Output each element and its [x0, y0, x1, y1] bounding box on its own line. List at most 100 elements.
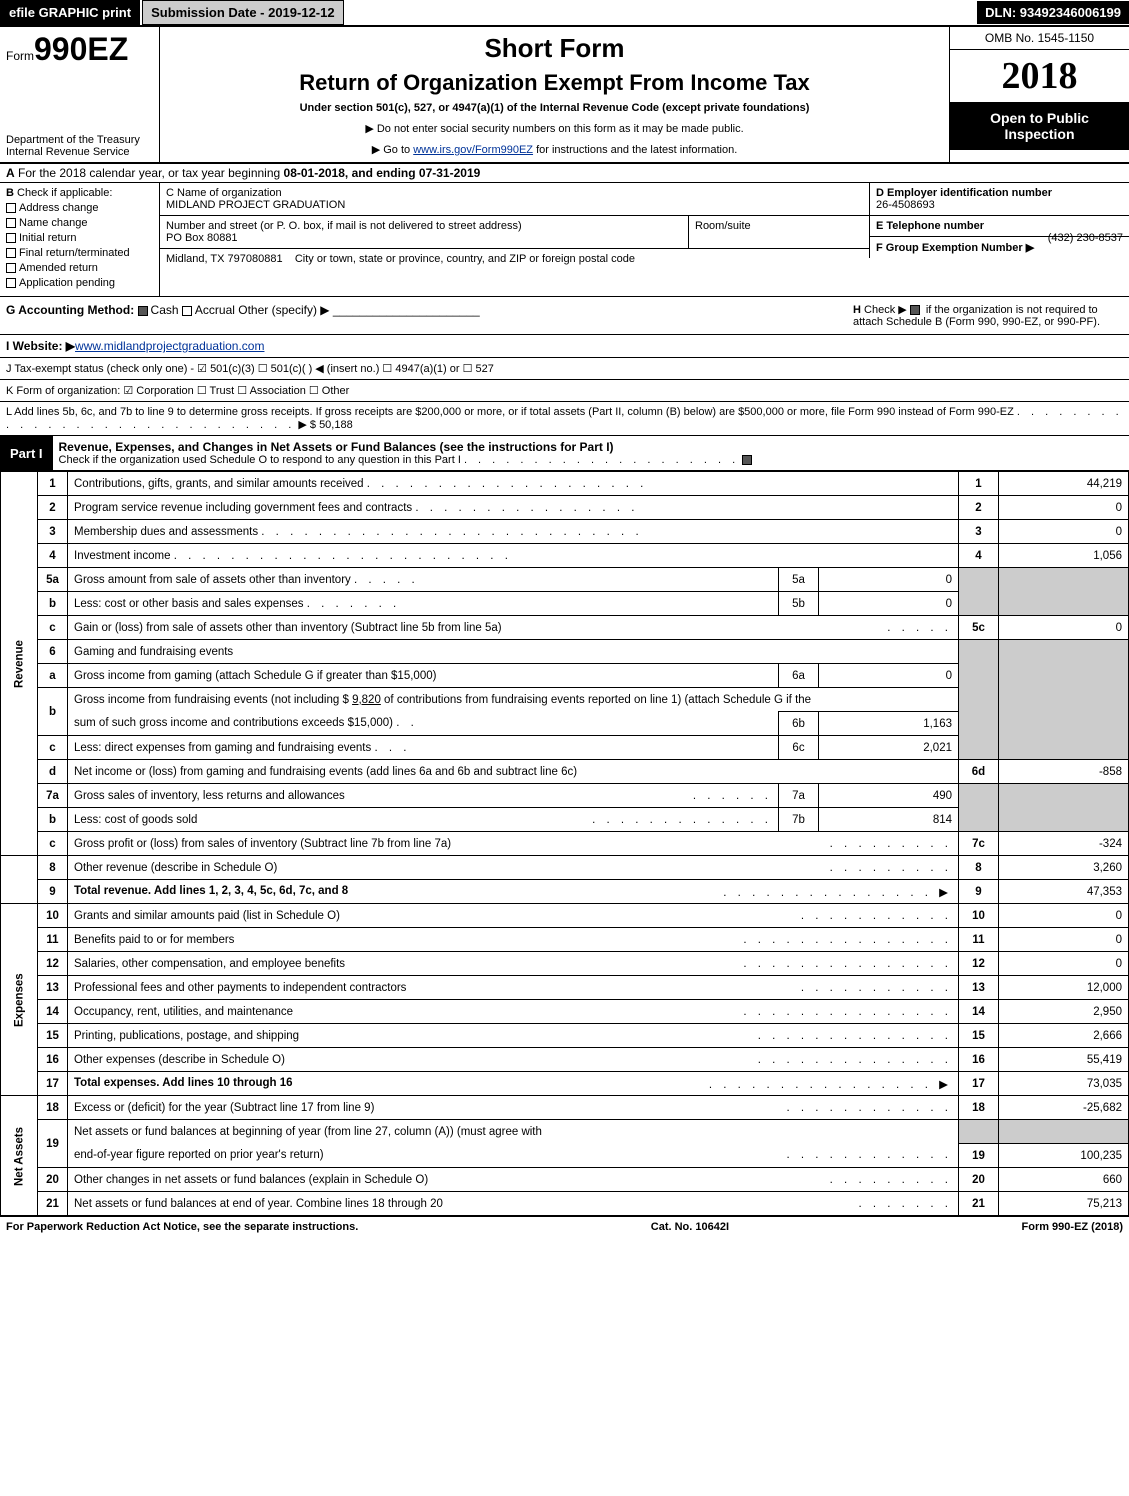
line-5c-col: 5c: [959, 616, 999, 640]
line-6-desc: Gaming and fundraising events: [68, 640, 959, 664]
d-ein: D Employer identification number 26-4508…: [869, 183, 1129, 216]
line-6c-sub: 6c: [779, 736, 819, 760]
section-def: D Employer identification number 26-4508…: [869, 183, 1129, 296]
line-14-desc: Occupancy, rent, utilities, and maintena…: [68, 1000, 959, 1024]
top-left: efile GRAPHIC print Submission Date - 20…: [0, 0, 344, 25]
g-accounting: G Accounting Method: Cash Accrual Other …: [6, 303, 853, 328]
row-k: K Form of organization: ☑ Corporation ☐ …: [0, 380, 1129, 402]
i-label: I Website: ▶: [6, 339, 75, 353]
shade-19: [959, 1120, 999, 1144]
line-16-num: 16: [38, 1048, 68, 1072]
line-6d-desc: Net income or (loss) from gaming and fun…: [68, 760, 959, 784]
line-11-num: 11: [38, 928, 68, 952]
f-arrow: ▶: [1026, 242, 1034, 254]
name-change-checkbox[interactable]: Name change: [6, 217, 153, 229]
line-11-col: 11: [959, 928, 999, 952]
expenses-side-label: Expenses: [1, 904, 38, 1096]
dept-treasury: Department of the Treasury: [6, 134, 153, 146]
line-6a-sub: 6a: [779, 664, 819, 688]
netassets-side-label: Net Assets: [1, 1096, 38, 1216]
line-1-amt: 44,219: [999, 472, 1129, 496]
line-8-col: 8: [959, 856, 999, 880]
tax-year: 2018: [950, 50, 1129, 102]
line-8-num: 8: [38, 856, 68, 880]
line-21-amt: 75,213: [999, 1192, 1129, 1216]
street-label: Number and street (or P. O. box, if mail…: [166, 220, 682, 232]
amended-return-checkbox[interactable]: Amended return: [6, 262, 153, 274]
line-10-amt: 0: [999, 904, 1129, 928]
line-21-desc: Net assets or fund balances at end of ye…: [68, 1192, 959, 1216]
form-header: Form 990EZ Department of the Treasury In…: [0, 27, 1129, 164]
line-18-col: 18: [959, 1096, 999, 1120]
header-right: OMB No. 1545-1150 2018 Open to Public In…: [949, 27, 1129, 162]
shade-19-amt: [999, 1120, 1129, 1144]
line-20-num: 20: [38, 1168, 68, 1192]
line-14-col: 14: [959, 1000, 999, 1024]
footer-mid: Cat. No. 10642I: [651, 1221, 729, 1233]
section-c: C Name of organization MIDLAND PROJECT G…: [160, 183, 869, 296]
return-title: Return of Organization Exempt From Incom…: [170, 70, 939, 96]
line-2-col: 2: [959, 496, 999, 520]
schedule-o-checkbox[interactable]: [742, 455, 752, 465]
street-value: PO Box 80881: [166, 232, 682, 244]
application-pending-checkbox[interactable]: Application pending: [6, 277, 153, 289]
h-checkbox[interactable]: [910, 305, 920, 315]
line-8-desc: Other revenue (describe in Schedule O) .…: [68, 856, 959, 880]
part1-table: Revenue 1 Contributions, gifts, grants, …: [0, 471, 1129, 1216]
line-6d-col: 6d: [959, 760, 999, 784]
line-3-amt: 0: [999, 520, 1129, 544]
l-amount: ▶ $ 50,188: [298, 419, 352, 431]
line-2-amt: 0: [999, 496, 1129, 520]
revenue-side-label: Revenue: [1, 472, 38, 856]
line-7c-num: c: [38, 832, 68, 856]
line-7b-sub: 7b: [779, 808, 819, 832]
open-public-badge: Open to Public Inspection: [950, 102, 1129, 150]
accrual-checkbox[interactable]: [182, 306, 192, 316]
line-13-num: 13: [38, 976, 68, 1000]
line-6b-sub: 6b: [779, 712, 819, 736]
final-return-checkbox[interactable]: Final return/terminated: [6, 247, 153, 259]
l-text: L Add lines 5b, 6c, and 7b to line 9 to …: [6, 406, 1014, 418]
line-6c-num: c: [38, 736, 68, 760]
top-bar: efile GRAPHIC print Submission Date - 20…: [0, 0, 1129, 27]
line-1-num: 1: [38, 472, 68, 496]
form-number: Form 990EZ: [6, 31, 153, 68]
cash-checkbox[interactable]: [138, 306, 148, 316]
line-5a-desc: Gross amount from sale of assets other t…: [68, 568, 779, 592]
efile-print-button[interactable]: efile GRAPHIC print: [0, 0, 140, 25]
line-17-amt: 73,035: [999, 1072, 1129, 1096]
line-10-num: 10: [38, 904, 68, 928]
line-7a-val: 490: [819, 784, 959, 808]
form-prefix: Form: [6, 49, 34, 63]
row-i: I Website: ▶www.midlandprojectgraduation…: [0, 335, 1129, 358]
header-left: Form 990EZ Department of the Treasury In…: [0, 27, 160, 162]
website-link[interactable]: www.midlandprojectgraduation.com: [75, 339, 264, 353]
line-1-col: 1: [959, 472, 999, 496]
irs-link[interactable]: www.irs.gov/Form990EZ: [413, 144, 533, 156]
d-label: D Employer identification number: [876, 187, 1052, 199]
line-8-amt: 3,260: [999, 856, 1129, 880]
instr2-post: for instructions and the latest informat…: [533, 144, 737, 156]
city-label: City or town, state or province, country…: [295, 253, 635, 265]
line-6c-val: 2,021: [819, 736, 959, 760]
line-20-desc: Other changes in net assets or fund bala…: [68, 1168, 959, 1192]
line-13-amt: 12,000: [999, 976, 1129, 1000]
e-phone: E Telephone number (432) 230-8537: [869, 216, 1129, 237]
initial-return-checkbox[interactable]: Initial return: [6, 232, 153, 244]
addr-change-checkbox[interactable]: Address change: [6, 202, 153, 214]
page-footer: For Paperwork Reduction Act Notice, see …: [0, 1216, 1129, 1237]
line-19-desc2: end-of-year figure reported on prior yea…: [68, 1144, 959, 1168]
line-5a-val: 0: [819, 568, 959, 592]
line-9-num: 9: [38, 880, 68, 904]
instruction-1: ▶ Do not enter social security numbers o…: [170, 122, 939, 135]
line-20-col: 20: [959, 1168, 999, 1192]
cash-label: Cash: [151, 303, 179, 317]
line-14-amt: 2,950: [999, 1000, 1129, 1024]
instr2-pre: ▶ Go to: [372, 144, 413, 156]
line-9-col: 9: [959, 880, 999, 904]
form-code: 990EZ: [34, 31, 128, 68]
shade-7-amt: [999, 784, 1129, 832]
line-18-amt: -25,682: [999, 1096, 1129, 1120]
line-21-num: 21: [38, 1192, 68, 1216]
footer-right: Form 990-EZ (2018): [1022, 1221, 1123, 1233]
